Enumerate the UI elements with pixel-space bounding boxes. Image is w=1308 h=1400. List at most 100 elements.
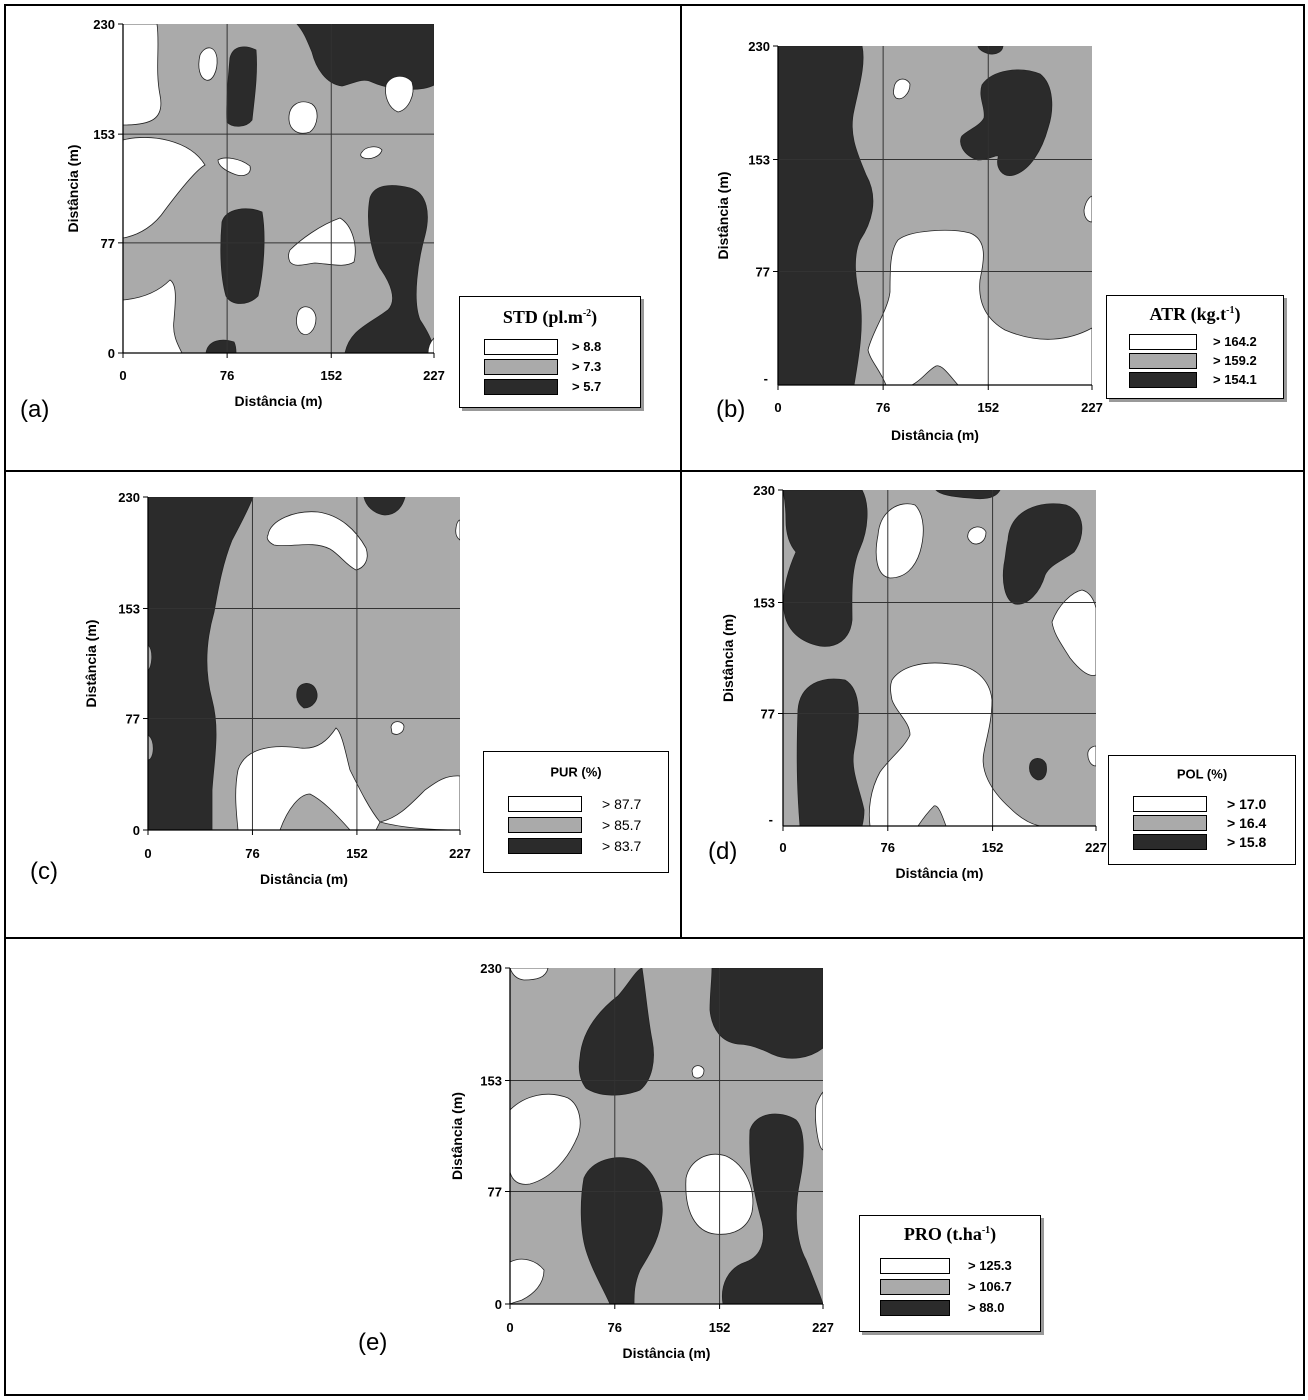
x-tick-label-a-2: 152 bbox=[320, 368, 342, 383]
zone-white-e-3 bbox=[691, 1065, 705, 1079]
x-tick-label-e-3: 227 bbox=[812, 1320, 834, 1335]
legend-row-white-c: > 87.7 bbox=[508, 796, 660, 812]
legend-c: PUR (%) > 87.7 > 85.7 > 83.7 bbox=[483, 751, 669, 873]
swatch-black-e bbox=[880, 1300, 950, 1316]
zone-white-a-7 bbox=[217, 157, 251, 176]
zone-black-a-9 bbox=[220, 208, 265, 304]
legend-title-c: PUR (%) bbox=[484, 762, 668, 779]
legend-title-sup-a: -2 bbox=[582, 308, 592, 319]
swatch-gray-b bbox=[1129, 353, 1197, 369]
zone-black-a-14 bbox=[205, 339, 237, 353]
map-zones-d bbox=[783, 490, 1096, 826]
y-tick-label-a-1: 77 bbox=[101, 236, 115, 251]
swatch-gray-c bbox=[508, 817, 582, 833]
zone-white-a-13 bbox=[296, 306, 317, 335]
x-tick-label-d-3: 227 bbox=[1085, 840, 1107, 855]
y-tick-label-d-1: 153 bbox=[753, 595, 775, 610]
zone-white-d-5 bbox=[1051, 589, 1096, 676]
panel-c: 0 76 152 227 0 77 153 230 Distância (m) Distância… bbox=[0, 0, 680, 940]
legend-row-white-e: > 125.3 bbox=[880, 1258, 1032, 1274]
swatch-white-d bbox=[1133, 796, 1207, 812]
x-axis-title-e: Distância (m) bbox=[623, 1345, 711, 1361]
zone-white-a-12 bbox=[123, 279, 183, 353]
frame-left bbox=[4, 4, 6, 1396]
swatch-white-b bbox=[1129, 334, 1197, 350]
row-divider-2 bbox=[4, 937, 1305, 939]
legend-title-end-b: ) bbox=[1234, 304, 1241, 324]
x-tick-label-c-0: 0 bbox=[144, 846, 151, 861]
y-tick-label-c-0: 0 bbox=[133, 823, 140, 838]
y-axis-title-a: Distância (m) bbox=[65, 145, 81, 233]
legend-title-main-e: PRO (t.ha bbox=[903, 1224, 982, 1244]
zone-gray-c-7 bbox=[279, 793, 351, 830]
y-tick-label-c-1: 77 bbox=[126, 712, 140, 727]
x-axis-title-c: Distância (m) bbox=[260, 871, 348, 887]
x-tick-label-c-1: 76 bbox=[245, 846, 259, 861]
legend-row-white-b: > 164.2 bbox=[1129, 334, 1275, 350]
zone-white-b-4 bbox=[1083, 195, 1092, 223]
panel-label-e: (e) bbox=[358, 1329, 388, 1356]
x-tick-label-e-1: 76 bbox=[608, 1320, 622, 1335]
legend-row-gray-a: > 7.3 bbox=[484, 359, 632, 375]
legend-value-e-0: > 125.3 bbox=[968, 1258, 1012, 1273]
zone-white-a-15 bbox=[427, 337, 434, 353]
y-axis-title-e: Distância (m) bbox=[449, 1092, 465, 1180]
x-tick-label-d-0: 0 bbox=[779, 840, 786, 855]
legend-row-black-d: > 15.8 bbox=[1133, 834, 1287, 850]
zone-white-a-1 bbox=[198, 47, 218, 81]
zone-white-e-5 bbox=[815, 1091, 823, 1151]
legend-value-d-1: > 16.4 bbox=[1227, 815, 1267, 831]
x-tick-label-b-0: 0 bbox=[774, 400, 781, 415]
y-tick-dash-b: - bbox=[764, 371, 768, 386]
x-tick-label-e-2: 152 bbox=[709, 1320, 731, 1335]
y-tick-label-b-2: 230 bbox=[748, 39, 770, 54]
legend-value-e-1: > 106.7 bbox=[968, 1279, 1012, 1294]
panel-label-c: (c) bbox=[30, 858, 58, 885]
panel-a: 0 76 152 227 0 77 153 230 Distância (m) Distância… bbox=[0, 0, 680, 470]
map-zones-b bbox=[778, 46, 1092, 385]
frame-top bbox=[4, 4, 1305, 6]
legend-row-black-e: > 88.0 bbox=[880, 1300, 1032, 1316]
zone-white-b-2 bbox=[893, 78, 911, 100]
legend-value-a-0: > 8.8 bbox=[572, 339, 602, 354]
legend-value-d-0: > 17.0 bbox=[1227, 796, 1267, 812]
y-tick-label-c-2: 153 bbox=[118, 601, 140, 616]
legend-row-gray-e: > 106.7 bbox=[880, 1279, 1032, 1295]
frame-right bbox=[1303, 4, 1305, 1396]
y-tick-label-e-0: 0 bbox=[495, 1297, 502, 1312]
legend-d: POL (%) > 17.0 > 16.4 > 15.8 bbox=[1108, 755, 1296, 865]
legend-e: PRO (t.ha-1) > 125.3 > 106.7 > 88.0 bbox=[859, 1215, 1041, 1332]
y-tick-label-a-0: 0 bbox=[108, 346, 115, 361]
zone-white-c-5 bbox=[390, 721, 405, 735]
legend-value-b-1: > 159.2 bbox=[1213, 353, 1257, 368]
zone-black-b-3 bbox=[960, 69, 1053, 176]
panel-d: 0 76 152 227 77 153 230 - Distância (m) Distância… bbox=[708, 483, 1296, 881]
x-tick-label-b-3: 227 bbox=[1081, 400, 1103, 415]
y-tick-label-c-3: 230 bbox=[118, 490, 140, 505]
y-tick-dash-d: - bbox=[769, 812, 773, 827]
swatch-white-e bbox=[880, 1258, 950, 1274]
legend-title-main-c: PUR (%) bbox=[550, 764, 602, 780]
panel-label-d: (d) bbox=[708, 838, 738, 865]
map-c: 0 76 152 227 0 77 153 230 Distância (m) Distância… bbox=[83, 490, 471, 887]
legend-row-gray-d: > 16.4 bbox=[1133, 815, 1287, 831]
x-tick-label-c-3: 227 bbox=[449, 846, 471, 861]
legend-value-d-2: > 15.8 bbox=[1227, 834, 1267, 850]
zone-black-d-0 bbox=[783, 490, 868, 647]
map-zones-c bbox=[148, 497, 460, 830]
x-axis-title-b: Distância (m) bbox=[891, 427, 979, 443]
legend-title-a: STD (pl.m-2) bbox=[460, 307, 640, 328]
x-axis-title-d: Distância (m) bbox=[896, 865, 984, 881]
legend-title-sup-b: -1 bbox=[1226, 305, 1235, 316]
legend-title-end-a: ) bbox=[591, 307, 598, 327]
legend-row-white-a: > 8.8 bbox=[484, 339, 632, 355]
zone-black-c-1 bbox=[363, 497, 406, 516]
zone-black-d-1 bbox=[935, 490, 1001, 500]
row-divider-1 bbox=[4, 470, 1305, 472]
y-tick-label-d-0: 77 bbox=[761, 707, 775, 722]
zone-black-c-4 bbox=[296, 683, 318, 709]
legend-row-black-c: > 83.7 bbox=[508, 838, 660, 854]
legend-b: ATR (kg.t-1) > 164.2 > 159.2 > 154.1 bbox=[1106, 295, 1284, 399]
legend-row-black-a: > 5.7 bbox=[484, 379, 632, 395]
